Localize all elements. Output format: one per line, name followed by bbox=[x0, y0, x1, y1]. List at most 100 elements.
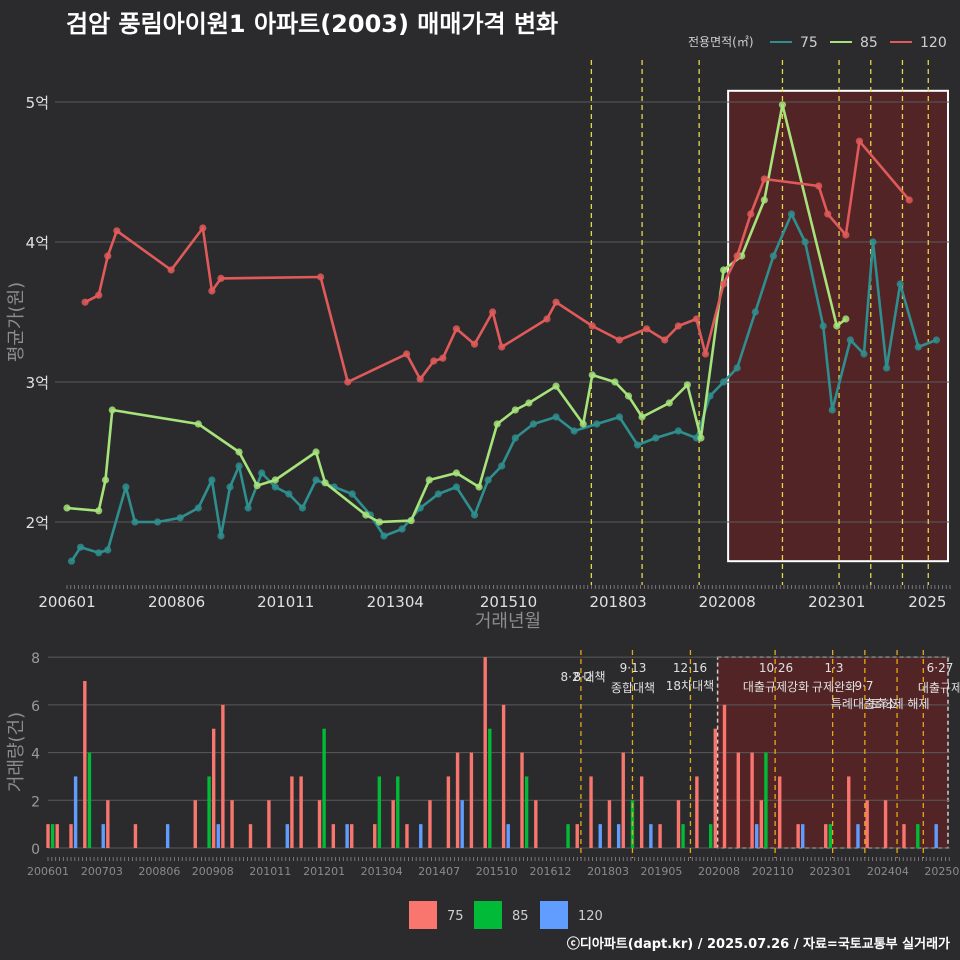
bar-120 bbox=[216, 824, 220, 848]
data-point-75 bbox=[153, 518, 162, 526]
data-point-85 bbox=[407, 517, 415, 525]
data-point-120 bbox=[692, 315, 701, 323]
bar-120 bbox=[598, 824, 602, 848]
y-tick-label: 0 bbox=[31, 842, 40, 858]
policy-date-label: 10·26 bbox=[759, 661, 793, 675]
bar-85 bbox=[50, 824, 55, 848]
data-point-120 bbox=[452, 325, 461, 333]
data-point-75 bbox=[122, 483, 130, 491]
bar-120 bbox=[165, 824, 170, 848]
data-point-120 bbox=[701, 350, 710, 358]
data-point-75 bbox=[883, 364, 891, 372]
bar-75 bbox=[299, 776, 303, 848]
bar-75 bbox=[778, 776, 782, 848]
data-point-120 bbox=[661, 336, 669, 344]
data-point-75 bbox=[244, 504, 252, 512]
bar-85 bbox=[708, 824, 713, 848]
bar-75 bbox=[575, 824, 579, 848]
data-point-85 bbox=[321, 479, 329, 487]
data-point-85 bbox=[638, 413, 646, 421]
bar-75 bbox=[350, 824, 354, 848]
legend-box-120 bbox=[540, 901, 568, 929]
policy-date-label: 9·13 bbox=[620, 661, 647, 675]
data-point-85 bbox=[362, 511, 370, 519]
bar-75 bbox=[658, 824, 662, 848]
data-point-75 bbox=[633, 441, 642, 449]
data-point-120 bbox=[815, 182, 823, 190]
x-tick-label: 201510 bbox=[476, 865, 518, 878]
bar-120 bbox=[801, 824, 805, 848]
y-tick-label: 5억 bbox=[26, 94, 49, 112]
data-point-85 bbox=[552, 382, 560, 390]
data-point-120 bbox=[842, 231, 850, 239]
bar-75 bbox=[221, 704, 225, 848]
data-point-85 bbox=[493, 420, 501, 428]
data-point-85 bbox=[842, 315, 850, 323]
bar-75 bbox=[193, 800, 197, 848]
bar-75 bbox=[317, 800, 322, 848]
data-point-120 bbox=[113, 227, 121, 235]
data-point-85 bbox=[425, 476, 433, 484]
data-point-85 bbox=[95, 507, 103, 515]
data-point-120 bbox=[674, 322, 682, 330]
data-point-85 bbox=[235, 448, 243, 456]
bar-legend-label-75: 75 bbox=[447, 909, 464, 924]
x-tick-label: 200908 bbox=[192, 865, 234, 878]
x-tick-label: 2025 bbox=[908, 593, 946, 611]
data-point-75 bbox=[896, 280, 904, 288]
data-point-85 bbox=[511, 406, 519, 414]
data-point-75 bbox=[131, 518, 139, 526]
data-point-75 bbox=[719, 378, 728, 386]
data-point-75 bbox=[932, 336, 941, 344]
data-point-85 bbox=[683, 381, 691, 389]
data-point-75 bbox=[104, 546, 112, 554]
data-point-75 bbox=[348, 490, 356, 498]
data-point-75 bbox=[498, 462, 506, 470]
data-point-75 bbox=[67, 557, 76, 565]
bar-legend-label-120: 120 bbox=[578, 909, 603, 924]
bar-120 bbox=[345, 824, 349, 848]
data-point-120 bbox=[439, 354, 447, 362]
data-point-120 bbox=[543, 315, 551, 323]
data-point-120 bbox=[316, 273, 325, 281]
bar-75 bbox=[695, 776, 699, 848]
data-point-85 bbox=[375, 518, 384, 526]
data-point-120 bbox=[470, 340, 479, 348]
x-tick-label: 202507 bbox=[924, 865, 960, 878]
bar-75 bbox=[428, 800, 432, 848]
bar-85 bbox=[524, 776, 529, 848]
policy-text-label: 18차대책 bbox=[666, 678, 714, 693]
policy-text-label: 토허제 해제 bbox=[870, 697, 929, 711]
bar-75 bbox=[722, 704, 727, 848]
bar-120 bbox=[73, 776, 78, 848]
bar-85 bbox=[630, 800, 635, 848]
legend-label-120: 120 bbox=[920, 35, 947, 51]
x-tick-label: 201905 bbox=[640, 865, 682, 878]
bar-legend: 75 85 120 bbox=[409, 901, 603, 929]
x-tick-label: 202008 bbox=[699, 593, 756, 611]
bar-75 bbox=[446, 776, 451, 848]
data-point-75 bbox=[176, 514, 184, 522]
x-tick-label: 202301 bbox=[809, 865, 851, 878]
bar-75 bbox=[483, 657, 487, 848]
data-point-85 bbox=[194, 420, 202, 428]
data-point-120 bbox=[824, 210, 832, 218]
bar-75 bbox=[331, 824, 336, 848]
x-tick-label: 201510 bbox=[480, 593, 537, 611]
data-point-75 bbox=[652, 434, 660, 442]
y-axis-title: 거래량(건) bbox=[6, 712, 27, 792]
x-tick-label: 201201 bbox=[303, 865, 345, 878]
bar-75 bbox=[83, 681, 87, 848]
policy-text-label: 종합대책 bbox=[611, 680, 655, 695]
bar-75 bbox=[534, 800, 538, 848]
bar-75 bbox=[133, 824, 138, 848]
bar-120 bbox=[506, 824, 510, 848]
data-point-75 bbox=[570, 427, 578, 435]
bar-75 bbox=[455, 752, 460, 848]
series-line-85 bbox=[66, 103, 847, 524]
bar-75 bbox=[847, 776, 851, 848]
data-point-85 bbox=[579, 420, 587, 428]
data-point-85 bbox=[624, 392, 633, 400]
data-point-120 bbox=[344, 378, 352, 386]
y-tick-label: 2 bbox=[31, 794, 40, 810]
